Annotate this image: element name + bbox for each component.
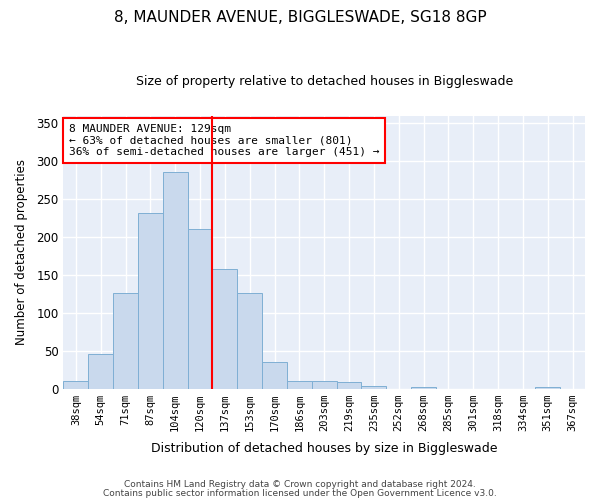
Bar <box>64 381 88 388</box>
Bar <box>88 354 113 388</box>
Bar <box>163 172 188 388</box>
Bar <box>287 381 312 388</box>
Text: Contains public sector information licensed under the Open Government Licence v3: Contains public sector information licen… <box>103 489 497 498</box>
Y-axis label: Number of detached properties: Number of detached properties <box>15 159 28 345</box>
Bar <box>535 387 560 388</box>
Text: Contains HM Land Registry data © Crown copyright and database right 2024.: Contains HM Land Registry data © Crown c… <box>124 480 476 489</box>
Bar <box>361 386 386 388</box>
Bar <box>262 362 287 388</box>
Bar <box>188 228 212 388</box>
Bar <box>138 212 163 388</box>
Bar <box>113 293 138 388</box>
Bar <box>337 382 361 388</box>
Bar <box>411 387 436 388</box>
Text: 8, MAUNDER AVENUE, BIGGLESWADE, SG18 8GP: 8, MAUNDER AVENUE, BIGGLESWADE, SG18 8GP <box>113 10 487 25</box>
Bar <box>237 293 262 388</box>
Text: 8 MAUNDER AVENUE: 129sqm
← 63% of detached houses are smaller (801)
36% of semi-: 8 MAUNDER AVENUE: 129sqm ← 63% of detach… <box>68 124 379 157</box>
Bar <box>212 270 237 388</box>
Title: Size of property relative to detached houses in Biggleswade: Size of property relative to detached ho… <box>136 75 513 88</box>
X-axis label: Distribution of detached houses by size in Biggleswade: Distribution of detached houses by size … <box>151 442 497 455</box>
Bar <box>312 381 337 388</box>
